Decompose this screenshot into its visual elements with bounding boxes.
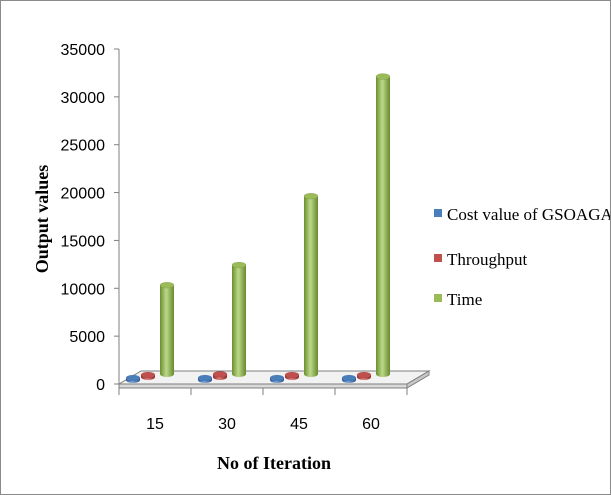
bar-body [376,76,390,377]
bar-cap [284,371,300,379]
x-tick-label: 15 [146,416,164,433]
bar-cap [140,371,156,379]
bar-cost-value-of-gsoaga-60 [341,374,357,383]
y-tick-label: 5000 [69,329,105,346]
bar-time-30 [231,261,247,377]
bar-time-15 [159,281,175,377]
y-tick-label: 0 [96,377,105,394]
y-axis: 0 5000 10000 15000 20000 25000 30000 35000 [61,42,120,394]
bar-time-45 [303,192,319,377]
legend-swatch [434,254,442,262]
bar-throughput-15 [140,371,156,380]
x-tick-label: 30 [218,416,236,433]
x-tick-label: 60 [362,416,380,433]
x-axis-title: No of Iteration [217,453,331,473]
floor-side [406,370,430,389]
bar-time-60 [375,73,391,377]
y-tick-label: 15000 [61,233,106,250]
y-tick-label: 10000 [61,281,106,298]
y-tick-label: 25000 [61,138,106,155]
bar-cost-value-of-gsoaga-15 [125,374,141,383]
bar-cost-value-of-gsoaga-45 [269,374,285,383]
legend: Cost value of GSOAGA Throughput Time [434,205,610,309]
bar-cost-value-of-gsoaga-30 [197,374,213,383]
x-axis: 15 30 45 60 [118,388,408,433]
bar-body [160,285,174,377]
bar-cap [303,192,319,200]
bar-cap [159,281,175,289]
y-tick-label: 20000 [61,186,106,203]
bars [125,73,391,383]
bar-throughput-45 [284,371,300,380]
bar-cap [197,374,213,382]
bar-cap [231,261,247,269]
bar-throughput-30 [212,371,228,380]
floor-front [118,383,408,389]
bar-cap [125,374,141,382]
bar-cap [356,371,372,379]
y-tick-label: 35000 [61,42,106,59]
legend-label: Cost value of GSOAGA [447,205,610,224]
bar-throughput-60 [356,371,372,380]
x-tick-label: 45 [290,416,308,433]
legend-label: Time [447,290,482,309]
legend-swatch [434,209,442,217]
bar-cap [212,371,228,378]
bar-body [232,265,246,377]
bar-cap [341,374,357,382]
bar-cap [269,374,285,382]
y-axis-title: Output values [32,165,52,274]
legend-swatch [434,294,442,302]
bar-cap [375,73,391,80]
legend-label: Throughput [447,250,528,269]
y-tick-label: 30000 [61,90,106,107]
bar-body [304,196,318,377]
